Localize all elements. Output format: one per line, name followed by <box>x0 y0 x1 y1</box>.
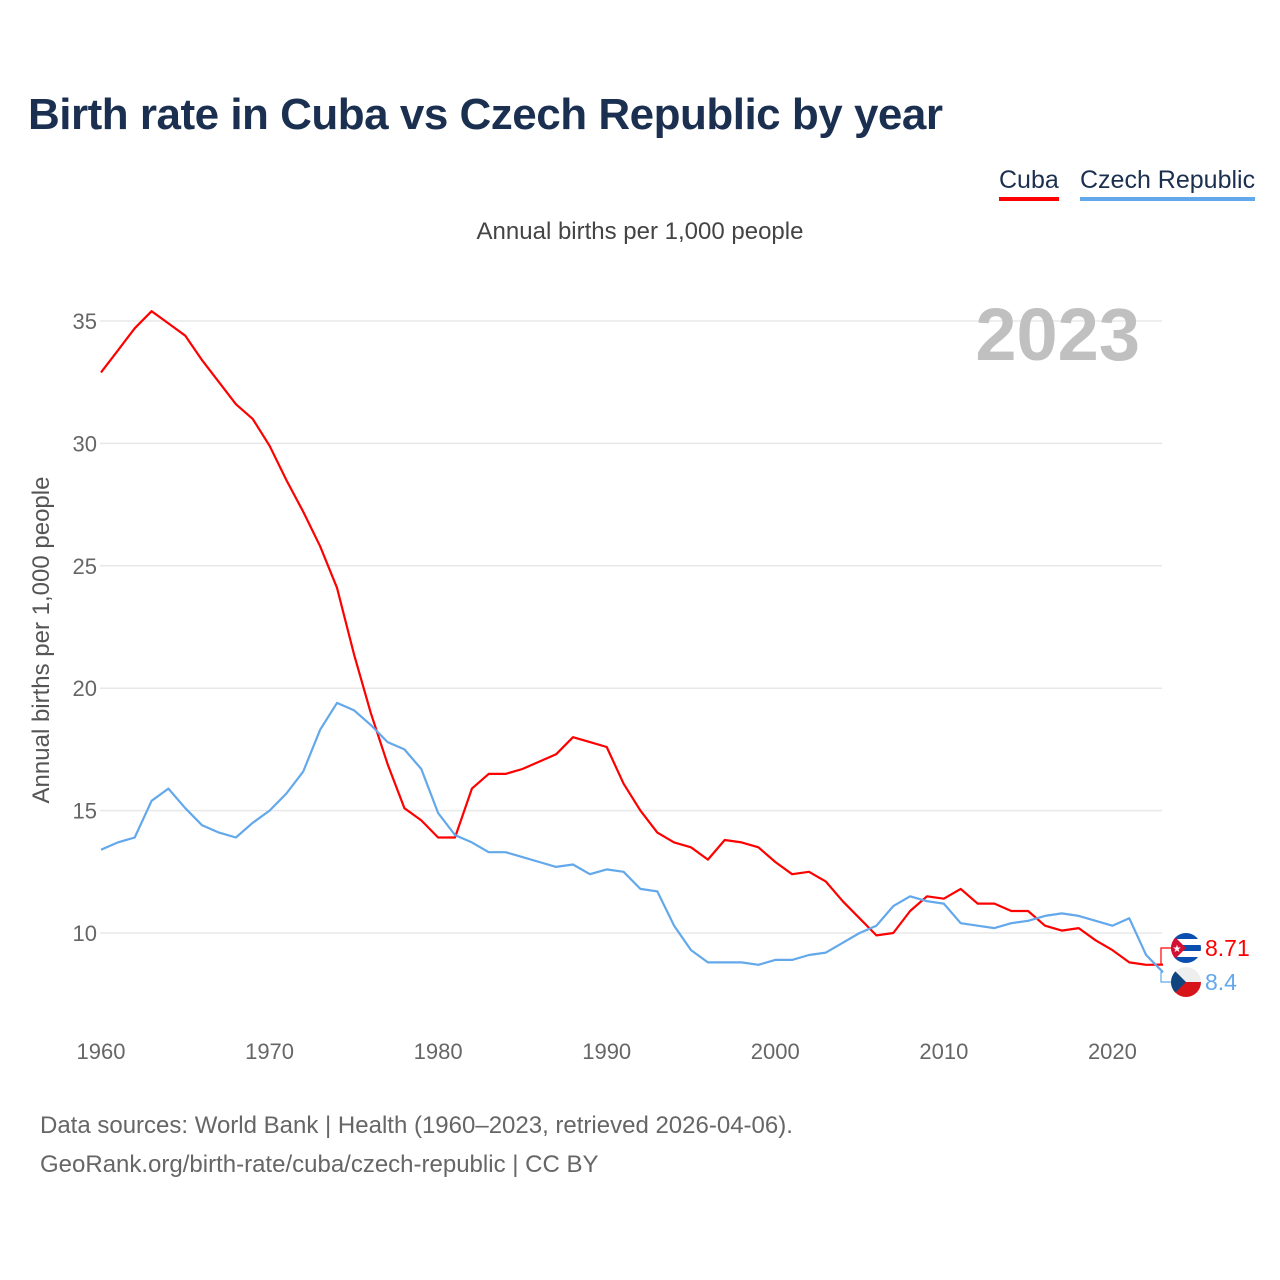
x-tick-label: 1980 <box>414 1039 463 1064</box>
end-label-connector <box>1160 947 1171 966</box>
x-tick-label: 1990 <box>582 1039 631 1064</box>
czech-flag-icon <box>1171 967 1201 997</box>
end-value-label: 8.4 <box>1205 969 1237 995</box>
footer: Data sources: World Bank | Health (1960–… <box>40 1106 793 1184</box>
x-tick-label: 2010 <box>919 1039 968 1064</box>
x-tick-label: 2020 <box>1088 1039 1137 1064</box>
y-tick-label: 30 <box>73 431 97 456</box>
chart-title: Birth rate in Cuba vs Czech Republic by … <box>28 90 943 139</box>
y-tick-label: 20 <box>73 676 97 701</box>
svg-text:★: ★ <box>1173 944 1182 955</box>
y-tick-label: 10 <box>73 921 97 946</box>
year-watermark: 2023 <box>975 293 1140 376</box>
y-tick-label: 35 <box>73 309 97 334</box>
y-tick-label: 25 <box>73 554 97 579</box>
x-tick-label: 1970 <box>245 1039 294 1064</box>
x-tick-label: 2000 <box>751 1039 800 1064</box>
end-label-connector <box>1160 971 1171 983</box>
cuba-flag-icon: ★ <box>1171 933 1201 963</box>
end-value-label: 8.71 <box>1205 935 1250 961</box>
chart-subtitle: Annual births per 1,000 people <box>476 218 804 245</box>
y-tick-label: 15 <box>73 799 97 824</box>
legend-item-cuba[interactable]: Cuba <box>999 166 1059 201</box>
legend-item-czech-republic[interactable]: Czech Republic <box>1080 166 1256 201</box>
source-link[interactable]: GeoRank.org/birth-rate/cuba/czech-republ… <box>40 1151 599 1178</box>
data-sources: Data sources: World Bank | Health (1960–… <box>40 1112 793 1139</box>
series-line-czech-republic[interactable] <box>100 701 1164 973</box>
x-tick-label: 1960 <box>77 1039 126 1064</box>
series-line-cuba[interactable] <box>100 310 1164 966</box>
